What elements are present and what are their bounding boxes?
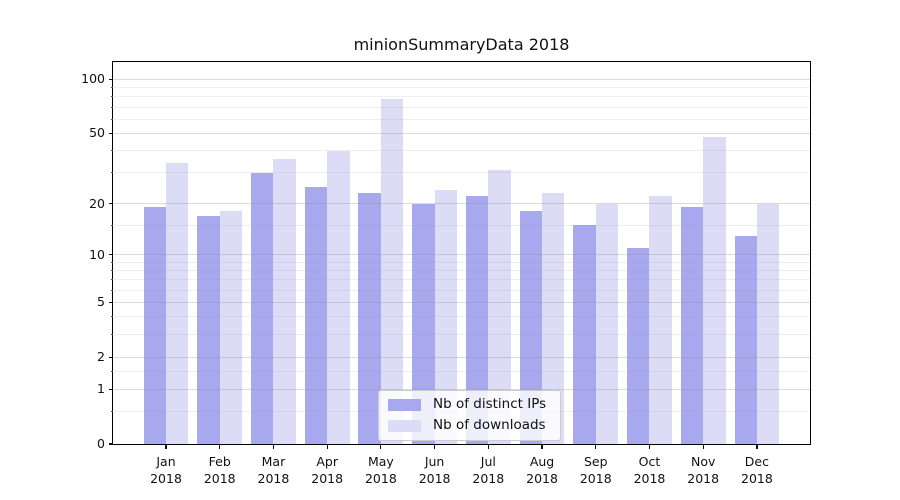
bar-distinct-ips [627, 247, 650, 444]
x-tick-mark [272, 444, 275, 449]
y-tick-label: 50 [89, 125, 105, 141]
bar-downloads [273, 158, 296, 444]
x-tick-mark [756, 444, 758, 449]
y-minor-tick-mark [110, 96, 113, 98]
bar-distinct-ips [358, 192, 381, 444]
bar-downloads [380, 98, 404, 444]
y-minor-tick-mark [110, 279, 113, 281]
bars-layer [113, 62, 810, 444]
y-minor-tick-mark [110, 371, 113, 373]
bar-distinct-ips [734, 235, 757, 444]
y-tick-label: 100 [81, 71, 105, 87]
x-tick-mark [165, 444, 167, 449]
bar-downloads [703, 136, 726, 444]
y-tick-label: 20 [89, 195, 105, 211]
bar-downloads [434, 189, 457, 444]
y-tick-mark [108, 356, 113, 358]
y-minor-tick-mark [110, 411, 113, 413]
bar-distinct-ips [465, 196, 489, 444]
bar-distinct-ips [680, 207, 704, 444]
y-tick-mark [108, 202, 113, 205]
bar-downloads [649, 196, 672, 444]
x-tick-mark [434, 444, 436, 449]
x-tick-label: Aug 2018 [526, 454, 558, 486]
y-minor-tick-mark [110, 334, 113, 335]
x-tick-label: Oct 2018 [633, 454, 666, 486]
bar-distinct-ips [143, 207, 166, 444]
y-tick-label: 2 [97, 349, 105, 365]
bar-distinct-ips [412, 203, 435, 444]
bar-distinct-ips [304, 186, 328, 444]
legend-label: Nb of distinct IPs [433, 396, 547, 412]
x-tick-mark [541, 444, 543, 449]
x-tick-mark [487, 444, 489, 449]
x-tick-mark [648, 444, 651, 449]
bar-downloads [327, 150, 350, 444]
y-minor-tick-mark [110, 172, 113, 174]
bar-distinct-ips [519, 211, 543, 444]
bar-distinct-ips [197, 215, 220, 444]
y-tick-mark [108, 132, 113, 135]
legend-color-swatch [388, 398, 421, 411]
y-tick-mark [108, 443, 113, 445]
y-tick-label: 0 [97, 436, 105, 451]
bar-downloads [166, 163, 189, 444]
y-minor-tick-mark [110, 118, 113, 120]
x-tick-mark [380, 444, 382, 449]
legend-item: Nb of distinct IPs [388, 397, 546, 412]
bar-distinct-ips [573, 225, 596, 444]
bar-downloads [488, 170, 511, 444]
y-tick-label: 5 [97, 294, 105, 310]
x-tick-label: Feb 2018 [203, 454, 236, 486]
bar-downloads [756, 203, 780, 444]
x-tick-mark [595, 444, 597, 449]
bar-downloads [595, 203, 619, 444]
y-tick-mark [108, 388, 113, 390]
y-minor-tick-mark [110, 316, 113, 318]
y-minor-tick-mark [110, 289, 113, 291]
bar-downloads [542, 192, 565, 444]
x-tick-label: Mar 2018 [257, 454, 290, 486]
y-tick-label: 10 [89, 246, 105, 262]
y-minor-tick-mark [110, 269, 113, 271]
chart-title: minionSummaryData 2018 [353, 35, 570, 54]
y-tick-mark [108, 301, 113, 304]
y-minor-tick-mark [110, 87, 113, 89]
x-tick-label: Jul 2018 [472, 454, 505, 486]
x-tick-mark [219, 444, 221, 449]
y-tick-mark [108, 78, 113, 81]
x-tick-label: Jun 2018 [418, 454, 451, 486]
x-tick-label: Sep 2018 [579, 454, 612, 486]
y-minor-tick-mark [110, 150, 113, 152]
y-minor-tick-mark [110, 106, 113, 108]
plot-area: Nb of distinct IPs Nb of downloads [112, 61, 811, 445]
y-tick-mark [108, 253, 113, 256]
x-tick-label: Dec 2018 [741, 454, 773, 486]
x-tick-mark [326, 444, 328, 449]
x-tick-label: Nov 2018 [687, 454, 720, 486]
x-tick-label: May 2018 [364, 454, 397, 486]
legend-label: Nb of downloads [433, 417, 546, 433]
legend: Nb of distinct IPs Nb of downloads [378, 390, 562, 441]
bar-distinct-ips [251, 172, 274, 444]
x-tick-mark [702, 444, 704, 449]
y-tick-label: 1 [97, 381, 105, 397]
y-minor-tick-mark [110, 261, 113, 263]
y-minor-tick-mark [110, 224, 113, 226]
x-tick-label: Apr 2018 [311, 454, 344, 486]
bar-downloads [219, 211, 243, 444]
legend-item: Nb of downloads [388, 418, 546, 433]
legend-color-swatch [388, 419, 421, 432]
x-tick-label: Jan 2018 [150, 454, 182, 486]
